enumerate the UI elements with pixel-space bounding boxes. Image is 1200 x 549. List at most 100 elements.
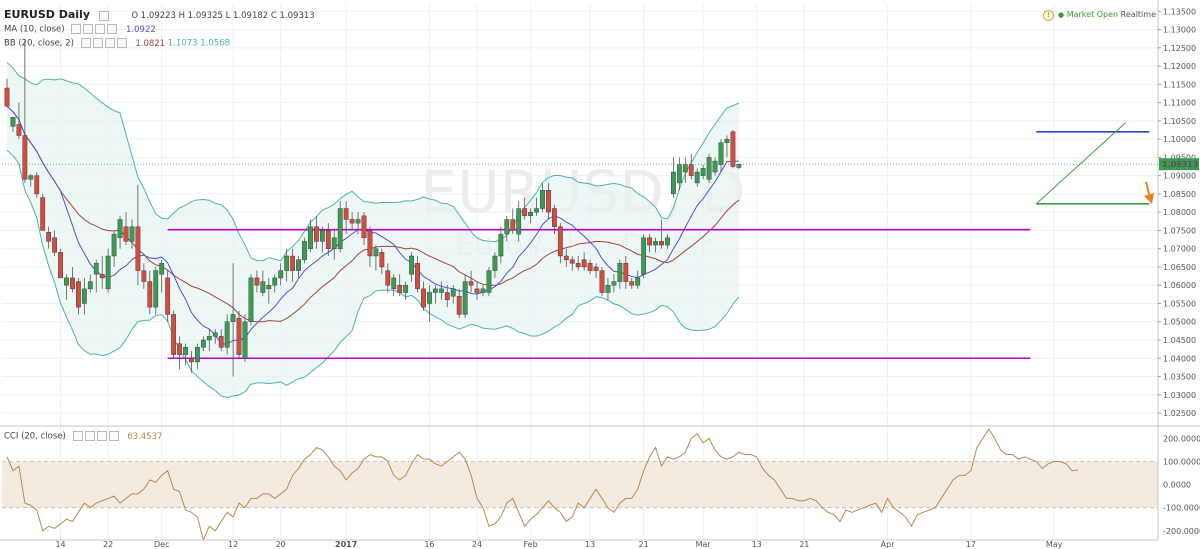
- candle[interactable]: [117, 215, 123, 249]
- candle[interactable]: [587, 259, 593, 275]
- candle[interactable]: [183, 343, 188, 366]
- candle[interactable]: [87, 274, 93, 293]
- candle[interactable]: [272, 274, 278, 293]
- candle[interactable]: [58, 248, 63, 279]
- candle[interactable]: [99, 256, 105, 289]
- candle[interactable]: [653, 237, 658, 253]
- bb-label[interactable]: BB (20, close, 2): [4, 38, 74, 49]
- candle[interactable]: [379, 248, 385, 275]
- candle[interactable]: [200, 336, 206, 351]
- candle[interactable]: [611, 274, 617, 293]
- candles[interactable]: [4, 40, 742, 377]
- candle[interactable]: [373, 245, 379, 271]
- candle[interactable]: [641, 234, 647, 278]
- candle[interactable]: [242, 314, 248, 362]
- candle[interactable]: [575, 256, 581, 271]
- market-status[interactable]: ! ● Market Open Realtime: [1043, 10, 1156, 21]
- candle[interactable]: [688, 153, 694, 180]
- candle[interactable]: [700, 164, 706, 180]
- candle[interactable]: [563, 248, 569, 267]
- candle[interactable]: [712, 157, 718, 176]
- candle[interactable]: [522, 197, 528, 220]
- candle[interactable]: [617, 259, 623, 289]
- eye-icon[interactable]: [80, 38, 91, 48]
- candle[interactable]: [623, 256, 629, 289]
- candle[interactable]: [206, 329, 212, 351]
- candle[interactable]: [355, 212, 361, 235]
- candle[interactable]: [730, 130, 736, 169]
- candle[interactable]: [569, 256, 575, 271]
- candle[interactable]: [665, 234, 670, 249]
- cci-label[interactable]: CCI (20, close): [4, 431, 66, 442]
- candle[interactable]: [498, 226, 504, 264]
- candle[interactable]: [409, 252, 414, 282]
- candle[interactable]: [361, 212, 367, 246]
- candle[interactable]: [659, 219, 664, 249]
- candle[interactable]: [254, 270, 260, 293]
- candle[interactable]: [546, 182, 551, 220]
- candle[interactable]: [349, 212, 355, 231]
- candle[interactable]: [486, 266, 492, 297]
- candle[interactable]: [337, 201, 343, 253]
- candle[interactable]: [302, 237, 307, 264]
- candle[interactable]: [153, 266, 159, 315]
- candle[interactable]: [581, 252, 587, 271]
- candle[interactable]: [450, 285, 456, 304]
- candle[interactable]: [64, 274, 69, 300]
- candle[interactable]: [492, 252, 498, 278]
- candle[interactable]: [81, 277, 87, 315]
- candle[interactable]: [236, 310, 242, 359]
- candle[interactable]: [314, 215, 319, 249]
- candle[interactable]: [552, 204, 557, 235]
- candle[interactable]: [123, 212, 129, 246]
- eye-icon[interactable]: [72, 431, 83, 441]
- candle[interactable]: [46, 226, 52, 249]
- eye-icon[interactable]: [71, 24, 82, 34]
- more-icon[interactable]: [108, 431, 119, 441]
- candle[interactable]: [171, 310, 176, 359]
- candle[interactable]: [647, 234, 653, 253]
- close-icon[interactable]: [96, 431, 107, 441]
- candle[interactable]: [325, 223, 331, 256]
- candle[interactable]: [159, 259, 165, 293]
- candle[interactable]: [510, 208, 516, 235]
- candle[interactable]: [308, 219, 313, 253]
- gear-icon[interactable]: [83, 24, 94, 34]
- candle[interactable]: [147, 270, 153, 315]
- candle[interactable]: [135, 184, 141, 286]
- candle[interactable]: [212, 329, 218, 344]
- candle[interactable]: [218, 329, 224, 351]
- candle[interactable]: [34, 172, 40, 198]
- candle[interactable]: [433, 285, 438, 304]
- candle[interactable]: [444, 285, 450, 308]
- candle[interactable]: [296, 256, 301, 278]
- candle[interactable]: [540, 182, 545, 213]
- candle[interactable]: [165, 270, 171, 322]
- candle[interactable]: [278, 263, 284, 286]
- candle[interactable]: [462, 274, 468, 319]
- candle[interactable]: [706, 153, 712, 183]
- candle[interactable]: [593, 263, 599, 278]
- ma-label[interactable]: MA (10, close): [4, 24, 65, 35]
- candle[interactable]: [189, 350, 194, 373]
- candle[interactable]: [694, 168, 700, 187]
- candle[interactable]: [52, 230, 58, 256]
- candle[interactable]: [177, 336, 182, 370]
- candle[interactable]: [129, 219, 135, 249]
- candle[interactable]: [415, 256, 420, 293]
- gear-icon[interactable]: [92, 38, 103, 48]
- candle[interactable]: [75, 277, 81, 315]
- candle[interactable]: [266, 277, 272, 304]
- candle[interactable]: [248, 274, 254, 326]
- candle[interactable]: [194, 343, 200, 370]
- candle[interactable]: [141, 263, 147, 289]
- candle[interactable]: [260, 270, 266, 297]
- candle[interactable]: [290, 248, 295, 282]
- candle[interactable]: [4, 78, 10, 107]
- candle[interactable]: [676, 157, 682, 191]
- more-icon[interactable]: [116, 38, 127, 48]
- candle[interactable]: [671, 157, 676, 198]
- candle[interactable]: [284, 248, 290, 282]
- candle[interactable]: [534, 197, 539, 216]
